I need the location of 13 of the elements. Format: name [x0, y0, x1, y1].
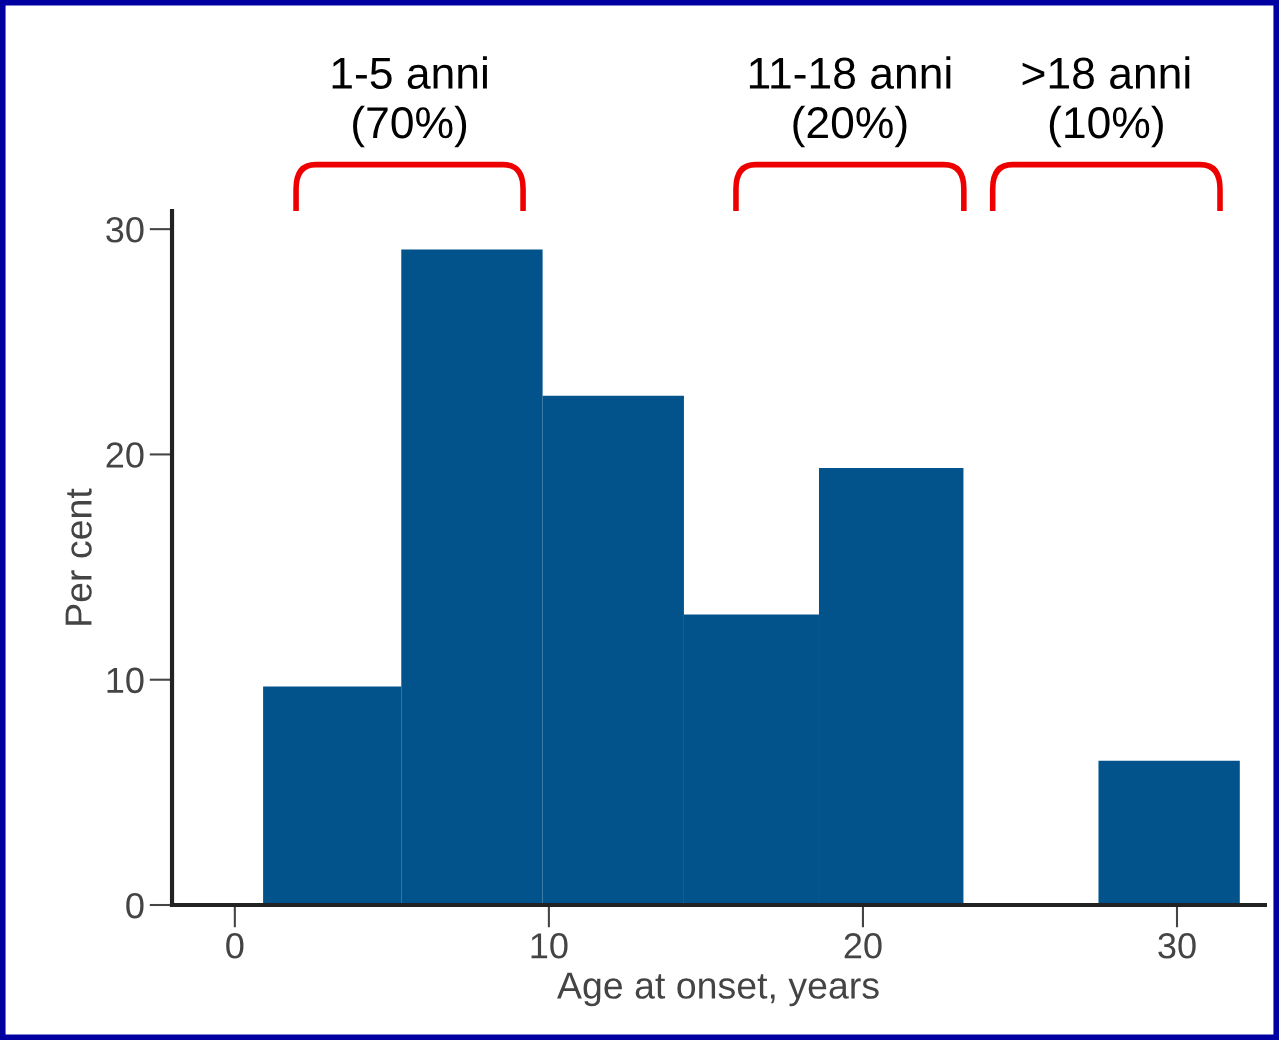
- y-tick-label: 20: [106, 442, 144, 468]
- x-tick-label: 0: [226, 933, 244, 959]
- text: 11-18 anni (20%): [749, 56, 951, 148]
- text: 1-5 anni (70%): [332, 56, 487, 148]
- x-tick-label: 30: [1158, 933, 1196, 959]
- x-tick-label: 10: [531, 933, 568, 959]
- x-tick-label: 20: [844, 933, 882, 959]
- y-tick-label: 30: [106, 217, 144, 243]
- x-axis-title: Age at onset, years: [557, 972, 879, 1007]
- y-tick-label: 0: [126, 892, 144, 919]
- y-axis-title: Per cent: [65, 488, 92, 625]
- y-tick-label: 10: [107, 667, 144, 694]
- text: >18 anni (10%): [1022, 56, 1190, 148]
